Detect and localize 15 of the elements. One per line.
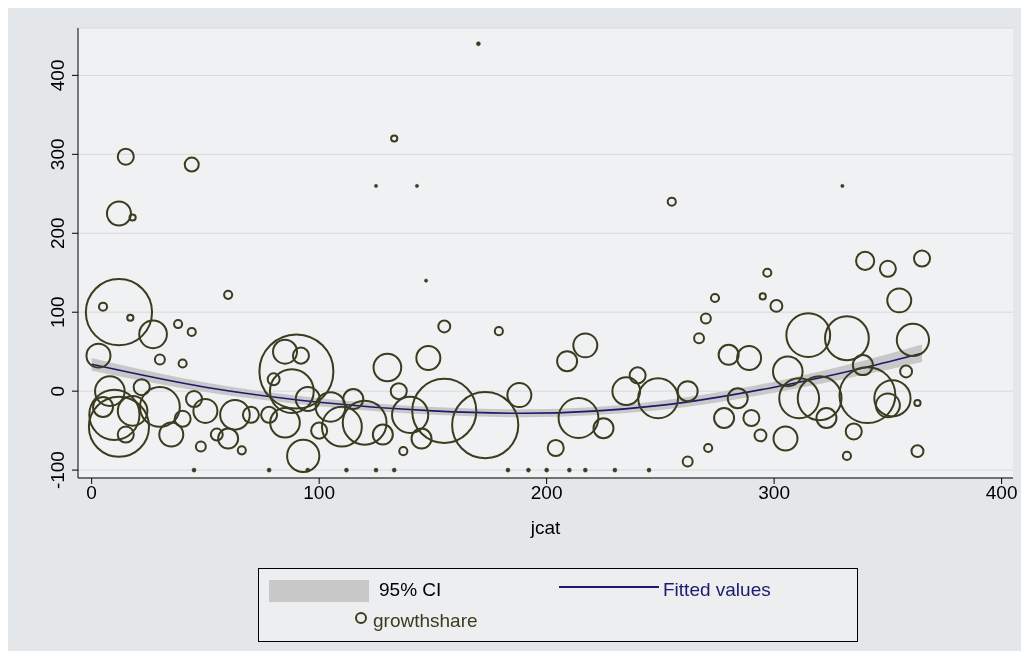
x-tick-label: 400 [985, 482, 1018, 504]
text: 95% CI [379, 578, 443, 601]
x-tick-label: 100 [303, 482, 335, 504]
x-tick-label: 200 [530, 482, 563, 504]
x-tick-label: 0 [86, 482, 97, 504]
y-tick-label: 0 [47, 385, 68, 397]
x-axis-title: jcat [529, 517, 561, 538]
y-tick-label: 200 [47, 217, 68, 250]
legend-label: growthshare [373, 609, 478, 632]
y-tick-label: 300 [47, 138, 68, 171]
y-tick-label: -100 [47, 451, 68, 490]
x-tick-label: 300 [758, 482, 790, 504]
text: Fitted values [663, 578, 771, 601]
y-tick-label: 400 [47, 59, 68, 92]
y-tick-label: 100 [47, 296, 68, 329]
